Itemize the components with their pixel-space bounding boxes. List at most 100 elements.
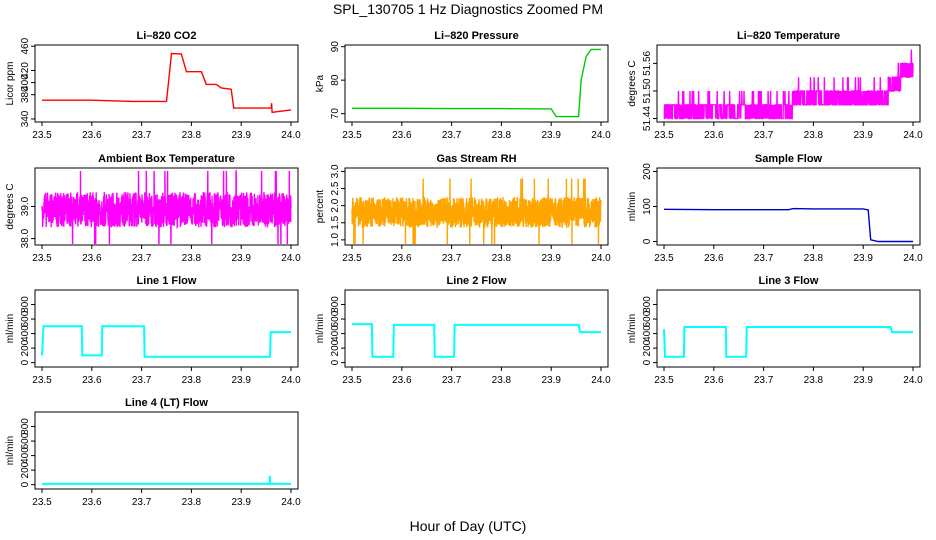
x-tick-label: 23.7 <box>754 375 774 386</box>
x-tick-label: 24.0 <box>281 375 301 386</box>
y-tick-label: 800 <box>330 296 341 313</box>
panel-title: Line 4 (LT) Flow <box>125 397 208 409</box>
y-tick-label: 0 <box>330 359 341 365</box>
data-series-line <box>663 207 913 243</box>
x-tick-label: 23.8 <box>182 497 202 508</box>
panel-title: Line 1 Flow <box>137 275 197 287</box>
figure-xlabel: Hour of Day (UTC) <box>410 518 527 534</box>
panel-9: Line 3 Flow 23.5 23.6 23.7 23.8 23.9 24.0 0 2004… <box>627 275 923 386</box>
y-tick-label: 460 <box>20 37 31 54</box>
panel-4: Ambient Box Temperature 23.5 23.6 23.7 23.8 2… <box>5 153 301 264</box>
plot-frame <box>344 167 609 246</box>
plot-frame <box>656 44 921 123</box>
x-tick-label: 23.9 <box>231 375 251 386</box>
y-tick-label: 200 <box>330 339 341 356</box>
y-tick-label: 200 <box>642 163 653 180</box>
plot-frame <box>34 44 299 123</box>
x-tick-label: 23.7 <box>442 375 462 386</box>
y-tick-label: 51.44 <box>642 106 653 131</box>
panel-1: Li–820 CO2 23.5 23.6 23.7 23.8 23.9 24.0 340 380… <box>5 30 301 141</box>
y-tick-label: 1.5 <box>330 215 341 229</box>
y-tick-label: 400 <box>642 325 653 342</box>
x-tick-label: 24.0 <box>281 253 301 264</box>
x-tick-label: 23.6 <box>704 130 724 141</box>
x-tick-label: 23.7 <box>754 130 774 141</box>
x-tick-label: 24.0 <box>903 253 923 264</box>
y-tick-label: 600 <box>642 310 653 327</box>
x-tick-label: 23.5 <box>654 130 674 141</box>
x-tick-label: 23.8 <box>492 130 512 141</box>
x-tick-label: 24.0 <box>591 130 611 141</box>
y-tick-label: 0 <box>642 238 653 244</box>
data-series-line <box>352 323 601 358</box>
y-tick-label: 0 <box>20 481 31 487</box>
x-tick-label: 23.9 <box>231 130 251 141</box>
y-axis-label: ml/min <box>627 192 638 221</box>
data-series-line <box>663 326 913 358</box>
x-tick-label: 23.7 <box>132 375 152 386</box>
y-tick-label: 38.0 <box>20 228 31 248</box>
y-tick-label: 400 <box>20 447 31 464</box>
y-tick-label: 100 <box>642 198 653 215</box>
data-series-line <box>663 49 914 120</box>
y-tick-label: 2.0 <box>330 198 341 212</box>
x-tick-label: 23.7 <box>442 253 462 264</box>
y-tick-label: 340 <box>20 110 31 127</box>
x-tick-label: 23.5 <box>342 130 362 141</box>
panel-2: Li–820 Pressure 23.5 23.6 23.7 23.8 23.9 24.0 7… <box>315 30 611 141</box>
y-tick-label: 800 <box>642 296 653 313</box>
y-axis-label: Licor ppm <box>5 62 16 106</box>
x-tick-label: 23.6 <box>82 375 102 386</box>
x-tick-label: 23.5 <box>342 253 362 264</box>
y-tick-label: 90 <box>330 41 341 53</box>
panel-title: Ambient Box Temperature <box>98 153 235 165</box>
figure-title: SPL_130705 1 Hz Diagnostics Zoomed PM <box>333 1 603 17</box>
x-tick-label: 23.9 <box>541 375 561 386</box>
x-tick-label: 23.8 <box>182 375 202 386</box>
x-tick-label: 23.5 <box>32 130 52 141</box>
x-tick-label: 23.9 <box>541 130 561 141</box>
x-tick-label: 23.8 <box>492 253 512 264</box>
y-axis-label: ml/min <box>5 436 16 465</box>
data-series-line <box>351 178 602 244</box>
x-tick-label: 24.0 <box>281 497 301 508</box>
data-series-line <box>41 170 292 244</box>
x-tick-label: 23.5 <box>32 253 52 264</box>
panel-10: Line 4 (LT) Flow 23.5 23.6 23.7 23.8 23.9 24.0… <box>5 397 301 508</box>
x-tick-label: 24.0 <box>591 375 611 386</box>
y-tick-label: 51.56 <box>642 50 653 75</box>
data-series-line <box>41 325 291 358</box>
panel-title: Line 3 Flow <box>759 275 819 287</box>
y-axis-label: degrees C <box>5 183 16 229</box>
data-series-line <box>42 52 292 114</box>
y-axis-label: percent <box>315 190 326 224</box>
y-tick-label: 39.0 <box>20 196 31 216</box>
y-tick-label: 51.50 <box>642 78 653 103</box>
x-tick-label: 23.8 <box>804 130 824 141</box>
panel-6: Sample Flow 23.5 23.6 23.7 23.8 23.9 24.0 0 100 2… <box>627 153 923 264</box>
data-series-line <box>352 48 601 118</box>
x-tick-label: 23.9 <box>541 253 561 264</box>
panel-5: Gas Stream RH 23.5 23.6 23.7 23.8 23.9 24.0 1.0… <box>315 153 611 264</box>
y-tick-label: 3.0 <box>330 164 341 178</box>
x-tick-label: 23.6 <box>392 375 412 386</box>
x-tick-label: 23.8 <box>182 130 202 141</box>
plot-frame <box>656 289 921 368</box>
y-tick-label: 600 <box>20 432 31 449</box>
y-tick-label: 1.0 <box>330 232 341 246</box>
plot-frame <box>344 44 609 123</box>
x-tick-label: 23.5 <box>32 497 52 508</box>
x-tick-label: 23.6 <box>82 253 102 264</box>
x-tick-label: 23.7 <box>132 253 152 264</box>
x-tick-label: 23.7 <box>132 497 152 508</box>
x-tick-label: 23.9 <box>853 375 873 386</box>
y-tick-label: 0 <box>20 359 31 365</box>
x-tick-label: 23.6 <box>704 253 724 264</box>
panel-title: Gas Stream RH <box>436 153 516 165</box>
y-tick-label: 70 <box>330 108 341 120</box>
x-tick-label: 23.6 <box>82 130 102 141</box>
x-tick-label: 23.8 <box>182 253 202 264</box>
panel-7: Line 1 Flow 23.5 23.6 23.7 23.8 23.9 24.0 0 2004… <box>5 275 301 386</box>
x-tick-label: 23.8 <box>804 375 824 386</box>
